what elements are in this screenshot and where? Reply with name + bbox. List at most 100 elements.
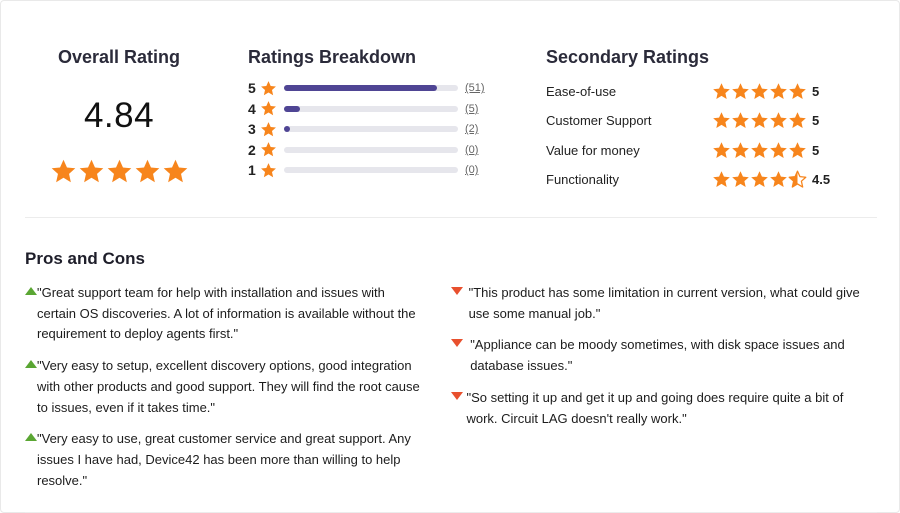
- secondary-rating-value: 5: [812, 113, 820, 129]
- breakdown-count-link[interactable]: (0): [465, 143, 479, 156]
- star-icon: [770, 83, 787, 100]
- star-icon: [135, 159, 159, 183]
- breakdown-bar: [284, 126, 458, 133]
- pros-list: "Great support team for help with instal…: [25, 283, 425, 502]
- star-icon: [770, 171, 787, 188]
- caret-up-icon: [25, 433, 37, 442]
- breakdown-bar-fill: [284, 105, 300, 112]
- star-icon: [51, 159, 75, 183]
- breakdown-star-level: 3: [248, 121, 256, 138]
- star-icon: [261, 142, 276, 157]
- star-icon: [713, 141, 730, 158]
- overall-rating-title: Overall Rating: [57, 47, 181, 67]
- secondary-rating-stars: [712, 170, 807, 189]
- breakdown-bar: [284, 167, 458, 174]
- star-icon: [261, 101, 276, 116]
- secondary-rating-label: Value for money: [546, 142, 640, 158]
- pro-item-text: "Great support team for help with instal…: [37, 285, 416, 342]
- star-icon: [789, 141, 806, 158]
- breakdown-count-link[interactable]: (0): [465, 164, 479, 177]
- breakdown-row[interactable]: 3 (2): [248, 119, 508, 140]
- breakdown-row[interactable]: 2 (0): [248, 140, 508, 161]
- star-icon: [751, 83, 768, 100]
- breakdown-star-level: 4: [248, 100, 256, 117]
- breakdown-count-link[interactable]: (2): [465, 123, 479, 136]
- star-icon: [770, 112, 787, 129]
- star-icon: [789, 83, 806, 100]
- con-item-text: "This product has some limitation in cur…: [468, 285, 860, 321]
- secondary-rating-label: Ease-of-use: [546, 84, 617, 100]
- breakdown-bar-fill: [284, 85, 438, 92]
- breakdown-star: [260, 141, 280, 158]
- secondary-rating-value: 4.5: [812, 172, 831, 188]
- breakdown-row[interactable]: 4 (5): [248, 99, 508, 120]
- pro-item: "Great support team for help with instal…: [25, 283, 425, 345]
- star-icon: [79, 159, 103, 183]
- overall-stars: [49, 158, 189, 185]
- breakdown-star-level: 1: [248, 162, 256, 179]
- breakdown-row[interactable]: 1 (0): [248, 160, 508, 181]
- star-icon: [713, 83, 730, 100]
- breakdown-bar: [284, 105, 458, 112]
- secondary-rating-label: Customer Support: [546, 113, 652, 129]
- star-icon: [261, 121, 276, 136]
- pro-item: "Very easy to setup, excellent discovery…: [25, 356, 425, 418]
- star-icon: [751, 112, 768, 129]
- breakdown-star-level: 5: [248, 80, 256, 97]
- secondary-rating-label: Functionality: [546, 172, 619, 188]
- secondary-rating-row: Value for money 5: [546, 136, 866, 165]
- caret-up-icon: [25, 360, 37, 369]
- secondary-rating-value: 5: [812, 142, 820, 158]
- star-icon: [163, 159, 187, 183]
- star-icon: [789, 112, 806, 129]
- pro-item-text: "Very easy to setup, excellent discovery…: [37, 358, 420, 415]
- secondary-rating-stars: [712, 82, 807, 101]
- breakdown-count-link[interactable]: (5): [465, 102, 479, 115]
- caret-down-icon: [451, 391, 463, 400]
- breakdown-row[interactable]: 5 (51): [248, 78, 508, 99]
- pros-cons-title: Pros and Cons: [25, 249, 145, 268]
- pro-item: "Very easy to use, great customer servic…: [25, 429, 425, 491]
- ratings-breakdown-section: Ratings Breakdown 5 (51) 4 (5) 3 (2) 2 (0) 1 (0): [248, 47, 508, 181]
- ratings-breakdown-title: Ratings Breakdown: [248, 47, 417, 67]
- breakdown-star: [260, 100, 280, 117]
- secondary-rating-row: Functionality 4.5: [546, 165, 866, 194]
- overall-rating-section: Overall Rating 4.84: [49, 47, 189, 185]
- con-item: "This product has some limitation in cur…: [451, 283, 871, 324]
- section-divider: [25, 217, 877, 218]
- secondary-rating-value: 5: [812, 84, 820, 100]
- con-item: "So setting it up and get it up and goin…: [451, 388, 871, 429]
- star-icon: [770, 141, 787, 158]
- star-icon: [713, 112, 730, 129]
- secondary-rating-stars: [712, 141, 807, 160]
- star-icon: [713, 171, 730, 188]
- star-icon: [732, 141, 749, 158]
- breakdown-count-link[interactable]: (51): [465, 82, 485, 95]
- star-icon: [732, 171, 749, 188]
- breakdown-star-level: 2: [248, 141, 256, 158]
- star-icon: [751, 141, 768, 158]
- pro-item-text: "Very easy to use, great customer servic…: [37, 431, 411, 488]
- breakdown-star: [260, 121, 280, 138]
- star-icon: [261, 162, 276, 177]
- secondary-ratings-title: Secondary Ratings: [546, 47, 710, 67]
- con-item-text: "Appliance can be moody sometimes, with …: [470, 337, 845, 374]
- caret-down-icon: [451, 287, 463, 295]
- cons-list: "This product has some limitation in cur…: [451, 283, 871, 440]
- star-icon: [732, 83, 749, 100]
- star-icon: [732, 112, 749, 129]
- secondary-rating-row: Ease-of-use 5: [546, 77, 866, 106]
- con-item-text: "So setting it up and get it up and goin…: [466, 389, 844, 426]
- breakdown-bar: [284, 146, 458, 153]
- breakdown-bar-fill: [284, 126, 291, 133]
- overall-rating-score: 4.84: [83, 96, 155, 135]
- star-icon: [751, 171, 768, 188]
- star-icon: [107, 159, 131, 183]
- breakdown-bar: [284, 85, 458, 92]
- star-icon: [788, 170, 807, 188]
- secondary-rating-row: Customer Support 5: [546, 106, 866, 135]
- caret-down-icon: [451, 339, 463, 348]
- con-item: "Appliance can be moody sometimes, with …: [451, 335, 871, 376]
- breakdown-star: [260, 162, 280, 179]
